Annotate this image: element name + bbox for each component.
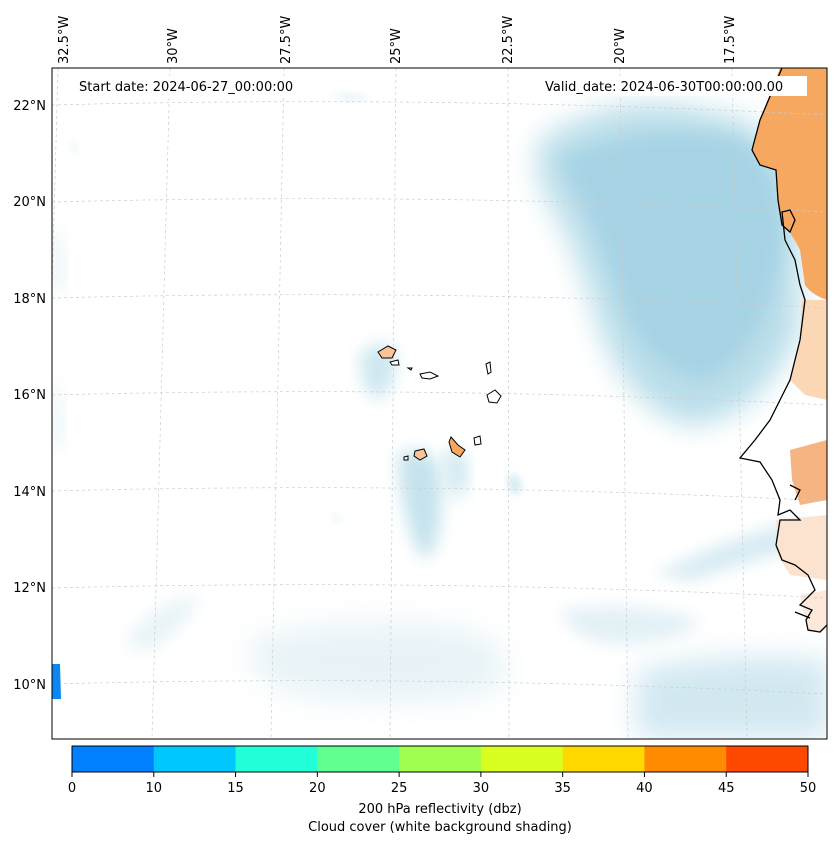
lon-label: 22.5°W <box>501 16 516 64</box>
colorbar-segment <box>726 746 808 772</box>
colorbar-segment <box>236 746 318 772</box>
colorbar-tick-label: 0 <box>68 781 76 796</box>
lat-label: 14°N <box>13 485 46 500</box>
map-figure: 32.5°W 30°W 27.5°W 25°W 22.5°W 20°W 17.5… <box>0 0 837 843</box>
colorbar-segment <box>563 746 645 772</box>
colorbar-title: 200 hPa reflectivity (dbz) <box>358 802 521 817</box>
lat-label: 18°N <box>13 292 46 307</box>
colorbar-segment <box>317 746 399 772</box>
colorbar-subtitle: Cloud cover (white background shading) <box>308 820 572 835</box>
lon-label: 17.5°W <box>723 16 738 64</box>
lon-label: 25°W <box>389 28 404 64</box>
colorbar-segment <box>644 746 726 772</box>
lon-label: 20°W <box>613 28 628 64</box>
start-date-label: Start date: 2024-06-27_00:00:00 <box>79 80 293 95</box>
reflectivity-patch <box>52 664 61 699</box>
colorbar-segment <box>154 746 236 772</box>
colorbar: 0 10 15 20 25 30 35 40 45 50 200 hPa reflectivity… <box>68 746 816 835</box>
lon-label: 30°W <box>166 28 181 64</box>
lon-label: 32.5°W <box>57 16 72 64</box>
colorbar-tick-label: 35 <box>554 781 571 796</box>
lon-label: 27.5°W <box>279 16 294 64</box>
colorbar-segment <box>481 746 563 772</box>
valid-date-label: Valid_date: 2024-06-30T00:00:00.00 <box>545 80 783 95</box>
lat-label: 22°N <box>13 99 46 114</box>
lat-label: 12°N <box>13 581 46 596</box>
colorbar-tick-label: 45 <box>718 781 735 796</box>
longitude-labels: 32.5°W 30°W 27.5°W 25°W 22.5°W 20°W 17.5… <box>57 16 738 64</box>
colorbar-segment <box>72 746 154 772</box>
lat-label: 20°N <box>13 195 46 210</box>
colorbar-tick-label: 30 <box>473 781 490 796</box>
colorbar-tick-label: 50 <box>800 781 817 796</box>
lat-label: 16°N <box>13 388 46 403</box>
colorbar-tick-label: 25 <box>391 781 408 796</box>
colorbar-segment <box>399 746 481 772</box>
colorbar-tick-label: 15 <box>227 781 244 796</box>
latitude-labels: 22°N 20°N 18°N 16°N 14°N 12°N 10°N <box>13 99 46 693</box>
colorbar-tick-label: 20 <box>309 781 326 796</box>
colorbar-tick-label: 40 <box>636 781 653 796</box>
lat-label: 10°N <box>13 678 46 693</box>
colorbar-tick-label: 10 <box>146 781 163 796</box>
